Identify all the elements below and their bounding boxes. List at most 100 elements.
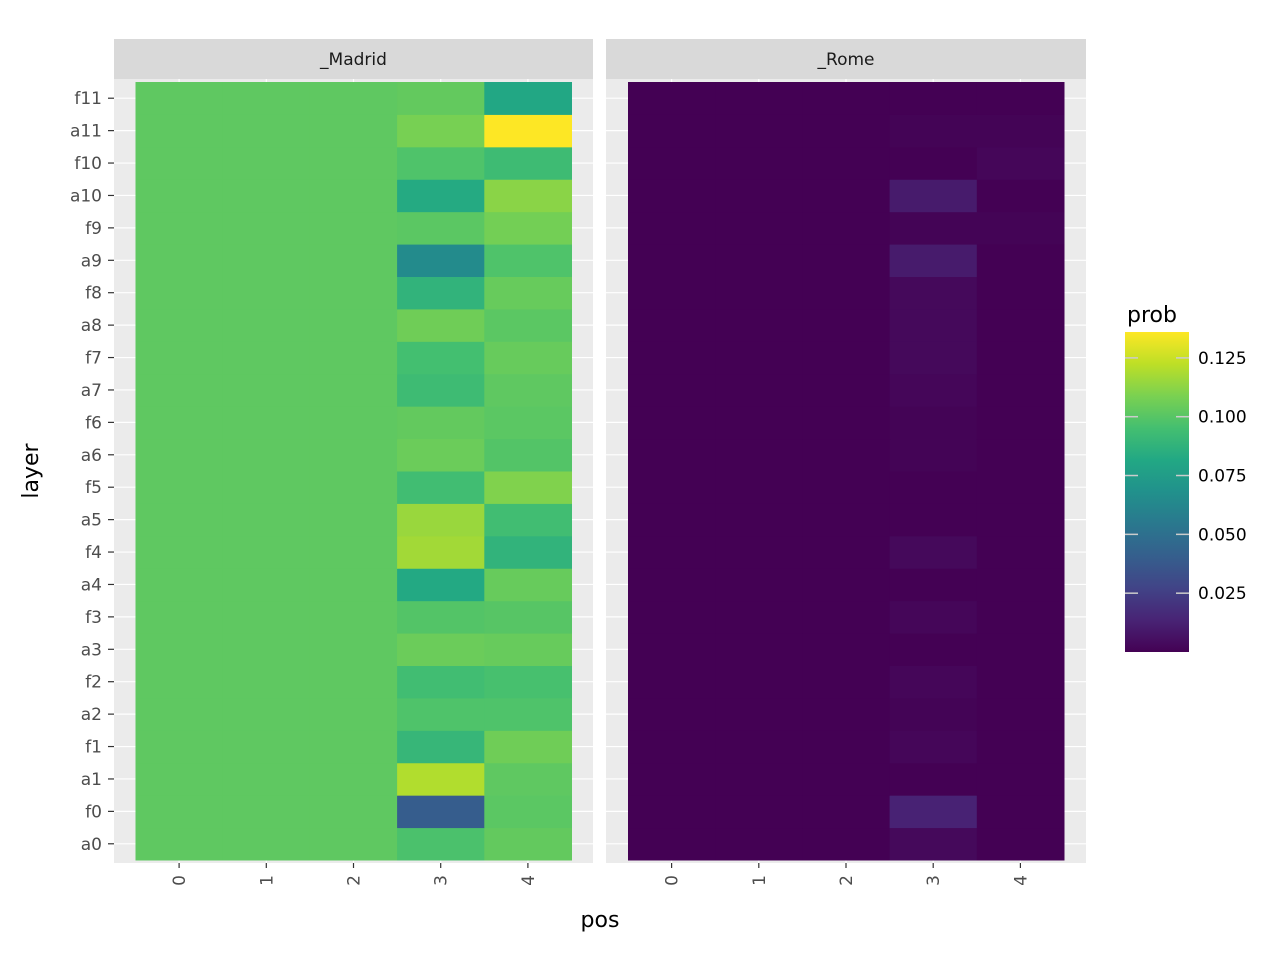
heatmap-cell	[484, 730, 572, 764]
heatmap-cell	[484, 795, 572, 829]
heatmap-cell	[484, 438, 572, 472]
heatmap-cell	[802, 82, 891, 115]
heatmap-cell	[135, 730, 224, 764]
y-axis-title: layer	[19, 442, 44, 498]
facet-strip-background	[114, 39, 593, 79]
heatmap-cell	[222, 600, 311, 634]
y-tick-label: a4	[81, 575, 102, 595]
heatmap-cell	[135, 665, 224, 699]
heatmap-cell	[484, 211, 572, 245]
heatmap-cell	[222, 146, 311, 180]
facet-panel-0: _Madrid 0 1 2 3 4	[114, 39, 593, 886]
heatmap-cell	[628, 600, 716, 634]
heatmap-cell	[309, 697, 398, 731]
heatmap-cell	[889, 568, 978, 602]
heatmap-cell	[397, 795, 485, 829]
heatmap-cell	[802, 308, 891, 342]
heatmap-cell	[802, 535, 891, 569]
heatmap-cell	[715, 406, 803, 440]
heatmap-cell	[715, 503, 803, 537]
heatmap-cell	[976, 633, 1065, 666]
heatmap-cell	[222, 503, 311, 537]
heatmap-cell	[397, 341, 485, 375]
heatmap-cell	[889, 633, 978, 666]
heatmap-cell	[397, 179, 485, 213]
heatmap-cell	[397, 308, 485, 342]
heatmap-cell	[802, 762, 891, 796]
heatmap-cell	[715, 535, 803, 569]
colorbar-tick-label: 0.050	[1198, 525, 1247, 545]
heatmap-cell	[976, 373, 1065, 407]
heatmap-cell	[309, 406, 398, 440]
facet-panels: _Madrid 0 1 2 3 4 _Rome 0 1 2 3 4	[114, 39, 1086, 886]
heatmap-cell	[976, 341, 1065, 375]
facet-strip-label: _Madrid	[319, 50, 387, 70]
heatmap-cell	[889, 179, 978, 213]
heatmap-cell	[889, 244, 978, 277]
heatmap-cell	[976, 503, 1065, 537]
y-tick-label: a5	[81, 511, 102, 531]
heatmap-cell	[976, 665, 1065, 699]
heatmap-cell	[628, 114, 716, 148]
heatmap-cell	[397, 697, 485, 731]
heatmap-cell	[802, 244, 891, 277]
y-tick-label: a10	[70, 186, 102, 206]
x-axis-title: pos	[581, 908, 620, 933]
heatmap-cell	[802, 827, 891, 861]
heatmap-cell	[889, 373, 978, 407]
heatmap-cell	[135, 406, 224, 440]
heatmap-cell	[484, 471, 572, 504]
y-tick-label: f8	[85, 284, 102, 304]
heatmap-cell	[628, 146, 716, 180]
heatmap-cell	[397, 244, 485, 277]
x-tick-label: 0	[170, 875, 190, 886]
heatmap-cell	[976, 600, 1065, 634]
heatmap-cell	[484, 633, 572, 666]
heatmap-cell	[222, 276, 311, 310]
heatmap-cell	[309, 82, 398, 115]
heatmap-cell	[628, 503, 716, 537]
heatmap-cell	[628, 633, 716, 666]
heatmap-cell	[309, 373, 398, 407]
heatmap-cell	[222, 730, 311, 764]
heatmap-cell	[222, 697, 311, 731]
heatmap-cell	[484, 146, 572, 180]
heatmap-cell	[309, 795, 398, 829]
heatmap-cell	[484, 341, 572, 375]
heatmap-cell	[484, 697, 572, 731]
heatmap-cell	[628, 730, 716, 764]
heatmap-cell	[484, 600, 572, 634]
heatmap-cell	[715, 82, 803, 115]
facet-strip-background	[606, 39, 1086, 79]
x-tick-label: 2	[837, 875, 857, 886]
heatmap-cell	[715, 179, 803, 213]
heatmap-cell	[628, 179, 716, 213]
heatmap-cell	[397, 503, 485, 537]
heatmap-cell	[715, 211, 803, 245]
heatmap-cell	[309, 535, 398, 569]
heatmap-cell	[222, 82, 311, 115]
heatmap-cell	[715, 438, 803, 472]
heatmap-cell	[135, 633, 224, 666]
x-tick-label: 2	[345, 875, 365, 886]
heatmap-cell	[397, 211, 485, 245]
heatmap-cell	[222, 211, 311, 245]
heatmap-cell	[309, 211, 398, 245]
heatmap-cell	[802, 665, 891, 699]
heatmap-cell	[715, 665, 803, 699]
heatmap-cell	[397, 730, 485, 764]
heatmap-cell	[397, 600, 485, 634]
heatmap-cell	[976, 795, 1065, 829]
heatmap-cell	[889, 535, 978, 569]
heatmap-cell	[802, 697, 891, 731]
heatmap-cell	[628, 568, 716, 602]
y-tick-label: a3	[81, 640, 102, 660]
y-tick-label: a2	[81, 705, 102, 725]
heatmap-cell	[889, 211, 978, 245]
heatmap-cell	[889, 600, 978, 634]
heatmap-cell	[135, 600, 224, 634]
y-tick-label: f6	[85, 413, 102, 433]
heatmap-cell	[222, 341, 311, 375]
heatmap-cell	[222, 308, 311, 342]
